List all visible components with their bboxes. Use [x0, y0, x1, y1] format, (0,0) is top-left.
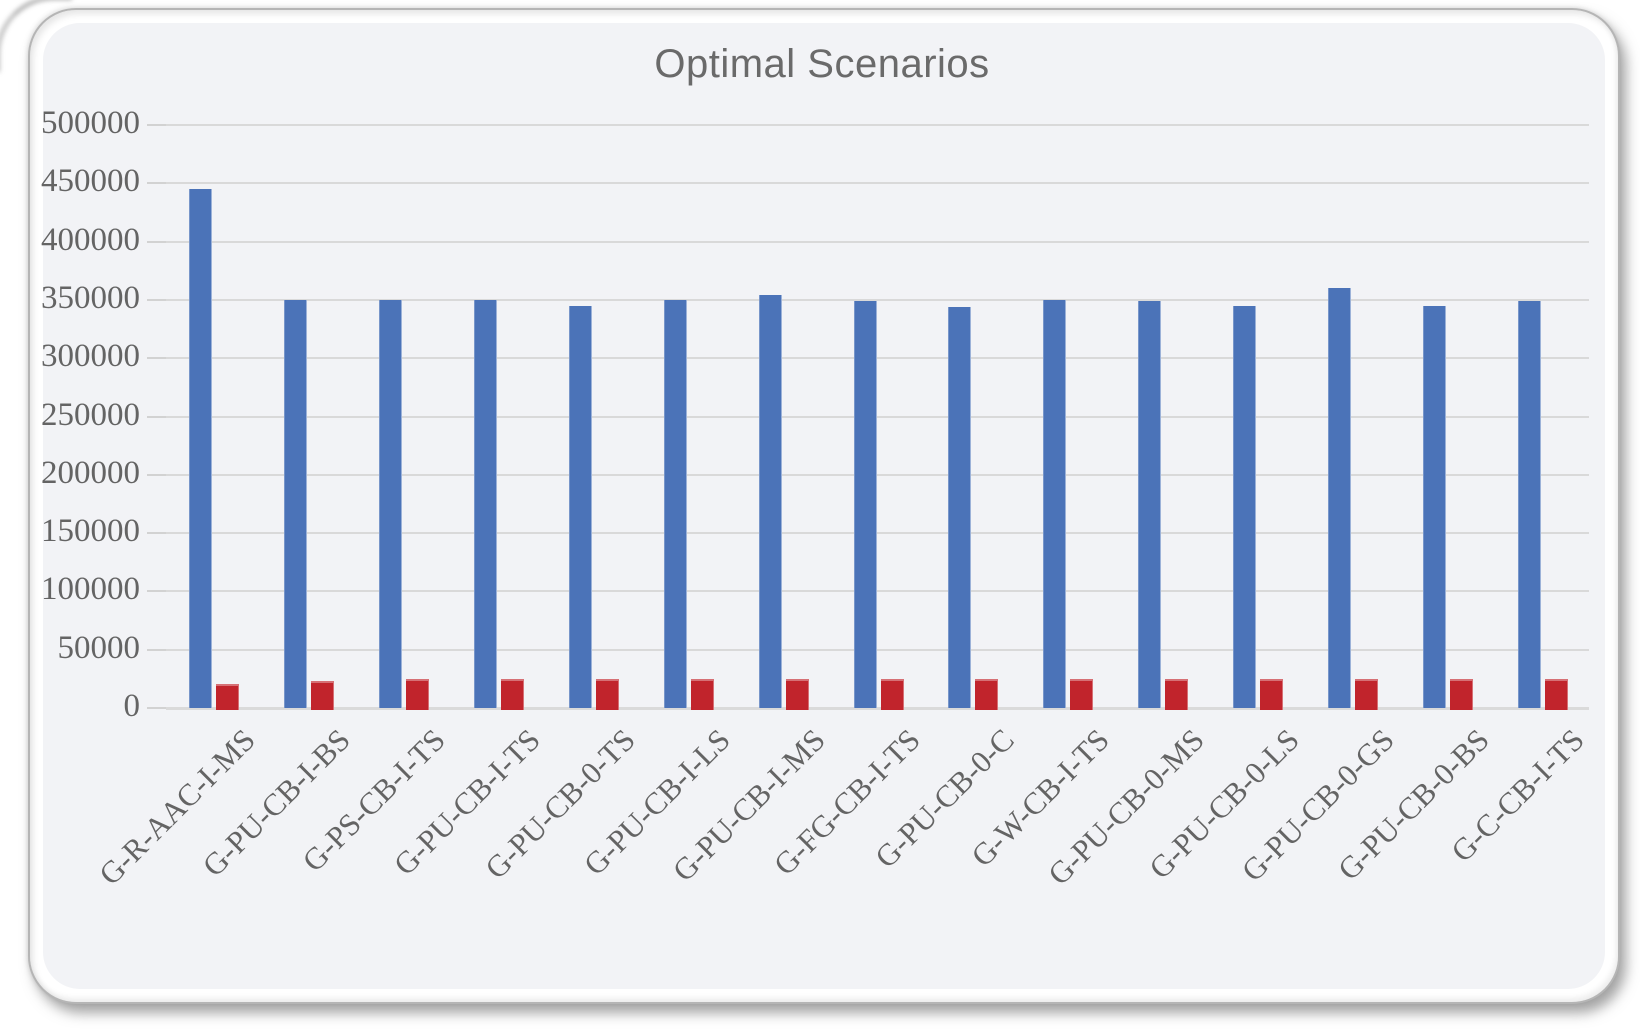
gridline — [166, 473, 1589, 476]
red-bar — [690, 678, 714, 710]
y-axis-label: 500000 — [41, 105, 140, 142]
chart-title: Optimal Scenarios — [654, 42, 990, 86]
gridline — [166, 357, 1589, 360]
y-axis-label: 450000 — [41, 163, 140, 200]
y-axis-tick — [147, 298, 166, 301]
y-axis-label: 250000 — [41, 396, 140, 433]
y-axis-tick — [147, 532, 166, 535]
y-axis-tick — [147, 240, 166, 243]
y-axis-label: 400000 — [41, 221, 140, 258]
blue-bar — [568, 305, 592, 708]
blue-bar — [758, 295, 782, 708]
gridline — [166, 415, 1589, 418]
gridline — [166, 124, 1589, 126]
red-bar — [1449, 678, 1473, 710]
red-bar — [595, 678, 619, 710]
gridline — [166, 182, 1589, 185]
x-axis-line — [166, 707, 1589, 710]
red-bar — [501, 678, 525, 710]
blue-bar — [1043, 299, 1067, 708]
y-axis-tick — [147, 182, 166, 185]
blue-bar — [1422, 305, 1446, 708]
blue-bar — [379, 299, 403, 708]
red-bar — [1544, 678, 1568, 710]
gridline — [166, 532, 1589, 535]
red-bar — [1070, 678, 1094, 710]
red-bar — [1354, 678, 1378, 710]
y-axis-label: 0 — [123, 688, 141, 725]
red-bar — [1259, 678, 1283, 710]
y-axis-label: 150000 — [41, 513, 140, 550]
red-bar — [216, 683, 240, 710]
y-axis-tick — [147, 590, 166, 593]
y-axis-tick — [147, 648, 166, 651]
y-axis-tick — [147, 473, 166, 476]
y-axis-label: 350000 — [41, 279, 140, 316]
red-bar — [1165, 678, 1189, 710]
blue-bar — [189, 189, 213, 708]
blue-bar — [853, 301, 877, 708]
y-axis-tick — [147, 707, 166, 709]
red-bar — [880, 678, 904, 710]
blue-bar — [1517, 301, 1541, 708]
y-axis-label: 200000 — [41, 454, 140, 491]
blue-bar — [663, 299, 687, 708]
gridline — [166, 240, 1589, 243]
blue-bar — [948, 306, 972, 708]
blue-bar — [284, 299, 308, 708]
y-axis-tick — [147, 124, 166, 126]
red-bar — [406, 678, 430, 710]
gridline — [166, 590, 1589, 593]
gridline — [166, 648, 1589, 651]
red-bar — [785, 678, 809, 710]
y-axis-label: 50000 — [57, 629, 141, 666]
blue-bar — [1138, 301, 1162, 708]
blue-bar — [474, 299, 498, 708]
blue-bar — [1327, 288, 1351, 708]
blue-bar — [1232, 305, 1256, 708]
red-bar — [975, 678, 999, 710]
y-axis-tick — [147, 415, 166, 418]
gridline — [166, 298, 1589, 301]
red-bar — [311, 681, 335, 710]
y-axis-label: 300000 — [41, 338, 140, 375]
y-axis-tick — [147, 357, 166, 360]
y-axis-label: 100000 — [41, 571, 140, 608]
